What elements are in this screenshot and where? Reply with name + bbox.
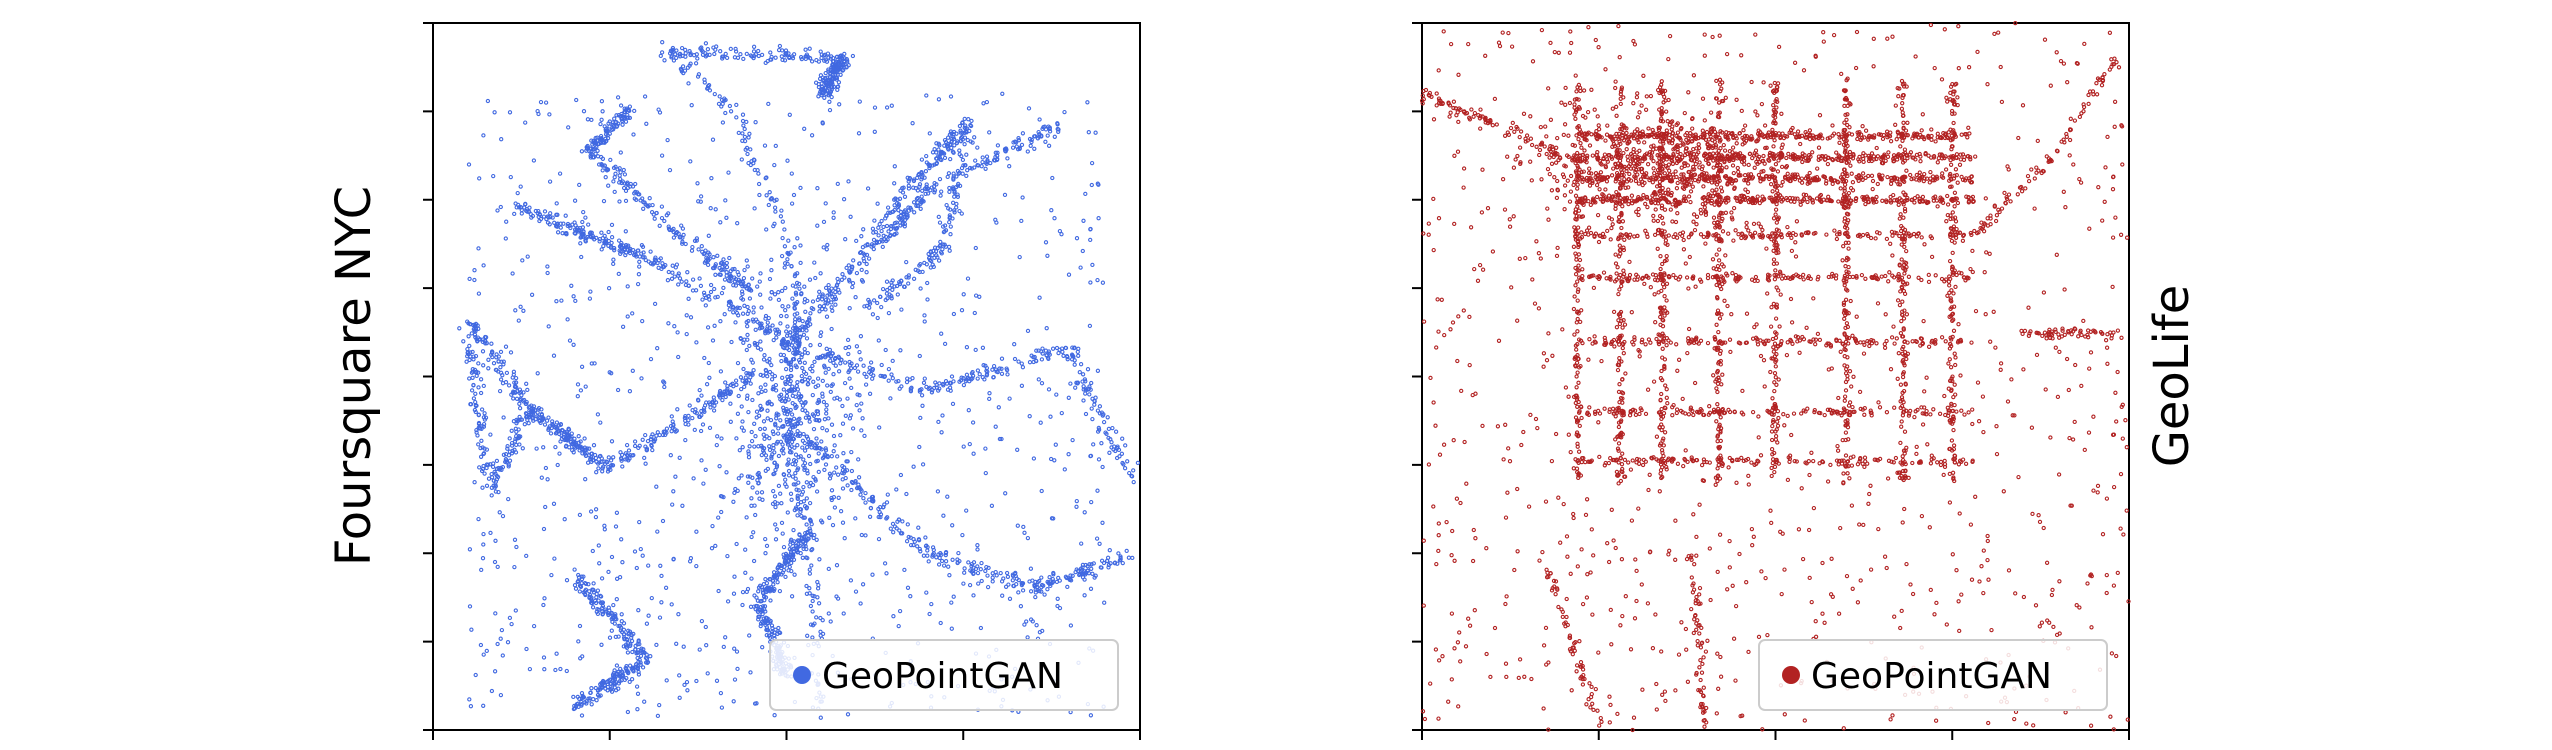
legend-marker (793, 666, 811, 684)
right-axis-label: GeoLife (2144, 285, 2200, 468)
legend-label: GeoPointGAN (1811, 656, 2052, 697)
plot-frame (1421, 22, 2130, 731)
legend: GeoPointGAN (769, 639, 1119, 711)
axis-ticks (423, 22, 1141, 740)
chart-panel-foursquare: Foursquare NYC GeoPointGAN (326, 22, 1141, 740)
chart-panel-geolife: GeoLife GeoPointGAN (1412, 20, 2200, 740)
scatter-points (1419, 20, 2131, 733)
y-axis-label: Foursquare NYC (326, 186, 382, 566)
legend-label: GeoPointGAN (822, 656, 1063, 697)
axis-ticks (1412, 22, 2130, 740)
legend: GeoPointGAN (1758, 639, 2108, 711)
scatter-points (457, 40, 1141, 720)
plot-frame (432, 22, 1141, 731)
legend-box (1758, 639, 2108, 711)
legend-marker (1782, 666, 1800, 684)
legend-box (769, 639, 1119, 711)
